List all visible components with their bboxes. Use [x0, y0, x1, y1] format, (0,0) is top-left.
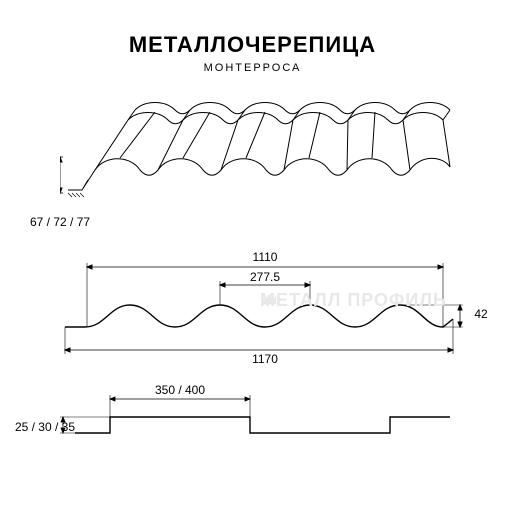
product-title: МЕТАЛЛОЧЕРЕПИЦА: [0, 32, 505, 58]
section-width-1170: 1170: [240, 352, 290, 366]
section-height-42: 42: [466, 307, 496, 321]
perspective-drawing: [60, 95, 460, 230]
step-length-label: 350 / 400: [145, 383, 215, 397]
perspective-height-label: 67 / 72 / 77: [30, 215, 110, 229]
product-subtitle: МОНТЕРРОСА: [0, 62, 505, 74]
section-pitch-label: 277.5: [240, 270, 290, 284]
section-width-1110: 1110: [240, 250, 290, 264]
step-height-label: 25 / 30 / 35: [0, 420, 75, 434]
step-drawing: [55, 385, 455, 455]
